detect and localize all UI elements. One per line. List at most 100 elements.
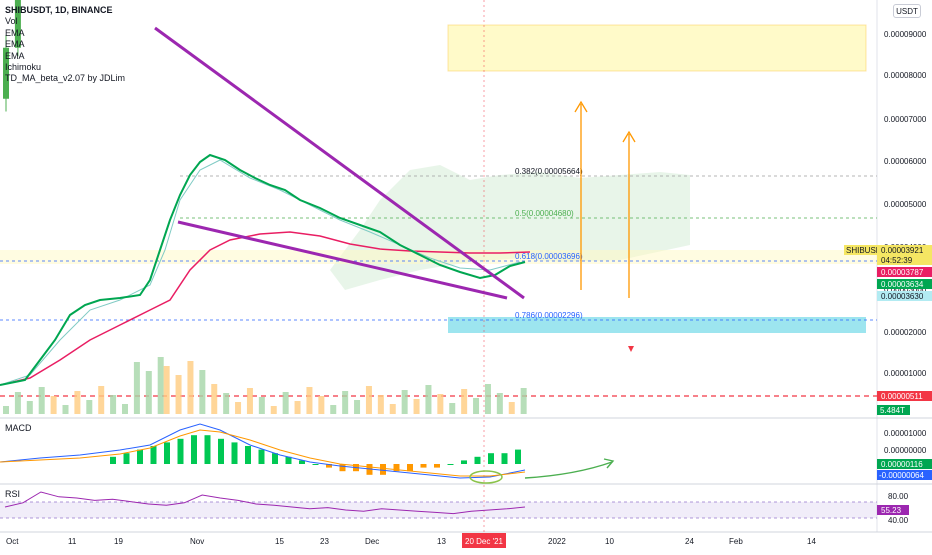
price-tick: 0.00009000	[884, 30, 927, 39]
macd-tick: 0.00000000	[884, 446, 927, 455]
volume-bar	[377, 395, 384, 414]
macd-bar	[434, 464, 440, 468]
macd-bar	[461, 460, 467, 464]
macd-bar	[501, 453, 508, 464]
rsi-pane-label[interactable]: RSI	[5, 489, 21, 499]
volume-bar	[318, 396, 325, 414]
macd-bar	[191, 435, 197, 464]
volume-bar	[145, 371, 152, 414]
volume-bar	[294, 401, 301, 414]
rsi-band	[0, 502, 877, 518]
macd-bar	[420, 464, 427, 468]
date-tick: 24	[685, 537, 694, 546]
volume-bar	[413, 399, 420, 414]
volume-bar	[3, 406, 9, 414]
fib-5-label: 0.5(0.00004680)	[515, 209, 574, 218]
volume-bar	[330, 405, 337, 414]
volume-text: 5.484T	[880, 406, 905, 415]
macd-arrow-icon	[603, 458, 615, 469]
volume-bar	[50, 396, 57, 414]
legend-item-ichimoku[interactable]: Ichimoku	[5, 62, 42, 73]
volume-bar	[223, 393, 230, 414]
macd-bar	[407, 464, 413, 472]
macd-bar	[474, 456, 481, 464]
date-tick: 19	[114, 537, 123, 546]
countdown-text: 04:52:39	[881, 256, 913, 265]
volume-bar	[508, 402, 515, 414]
legend-item-ema[interactable]: EMA	[5, 39, 25, 50]
macd-bar	[272, 453, 278, 464]
volume-bar	[74, 391, 81, 414]
legend-item-vol[interactable]: Vol	[5, 16, 18, 27]
price-tick: 0.00005000	[884, 200, 927, 209]
volume-bar	[163, 366, 170, 414]
currency-button[interactable]: USDT	[893, 4, 921, 18]
macd-bar	[177, 438, 184, 464]
target-zone	[447, 24, 867, 72]
ema-pink-text: 0.00003787	[881, 268, 924, 277]
legend-item-ema[interactable]: EMA	[5, 27, 25, 38]
macd-blue-text: -0.00000064	[879, 471, 924, 480]
volume-bar	[258, 397, 265, 414]
symbol-title: SHIBUSDT, 1D, BINANCE	[5, 5, 113, 15]
volume-bars	[3, 357, 527, 414]
date-tick: Dec	[365, 537, 379, 546]
wedge-lower-line	[177, 220, 508, 300]
volume-bar	[496, 393, 503, 414]
price-tick: 0.00002000	[884, 328, 927, 337]
date-tick: 14	[807, 537, 816, 546]
macd-bar	[380, 464, 386, 475]
volume-bar	[26, 401, 33, 414]
macd-bar	[515, 449, 521, 464]
macd-bar	[123, 453, 130, 464]
price-tick: 0.00003000	[884, 285, 927, 294]
ema-blue-text: 0.00003630	[881, 292, 924, 301]
macd-bar	[488, 453, 494, 464]
volume-bar	[365, 386, 372, 414]
volume-bar	[520, 388, 527, 414]
rsi-tag: 55.23	[877, 505, 909, 515]
support-zone	[448, 317, 866, 333]
crosshair-date-text: 20 Dec '21	[465, 537, 504, 546]
macd-bar	[150, 446, 157, 464]
legend-item-ema[interactable]: EMA	[5, 50, 25, 61]
macd-bar	[164, 442, 170, 464]
macd-blue-tag: -0.00000064	[877, 470, 932, 480]
red-line-tag: 0.00000511	[877, 391, 932, 401]
ema-green-text: 0.00003634	[881, 280, 924, 289]
wedge-upper-line	[154, 26, 525, 300]
price-band	[0, 250, 877, 264]
date-axis: Oct 11 19 Nov 15 23 Dec 13 2022 10 24 Fe…	[6, 533, 816, 548]
macd-bar	[339, 464, 346, 472]
volume-bar	[461, 389, 468, 414]
volume-bar	[342, 391, 349, 414]
price-tick: 0.00007000	[884, 115, 927, 124]
target-arrow-1	[574, 100, 588, 290]
macd-bar	[204, 435, 211, 464]
volume-bar	[14, 392, 21, 414]
legend-item-td-ma[interactable]: TD_MA_beta_v2.07 by JDLim	[5, 73, 126, 84]
volume-bar	[199, 370, 206, 414]
macd-line	[0, 423, 526, 479]
macd-bar	[218, 438, 224, 464]
volume-bar	[401, 390, 408, 414]
fib-786-label: 0.786(0.00002296)	[515, 311, 583, 320]
volume-bar	[62, 405, 69, 414]
volume-bar	[449, 403, 456, 414]
candle-body	[3, 47, 9, 99]
red-line-text: 0.00000511	[881, 392, 923, 401]
volume-bar	[282, 392, 289, 414]
macd-pane-label[interactable]: MACD	[5, 423, 32, 433]
ema-pink-tag: 0.00003787	[877, 267, 932, 277]
volume-bar	[211, 384, 218, 414]
plot-background	[0, 0, 877, 550]
macd-bar	[285, 456, 292, 464]
chart-legend: SHIBUSDT, 1D, BINANCE Vol EMA EMA EMA Ic…	[5, 5, 125, 85]
volume-bar	[175, 375, 182, 414]
last-price-tag: 0.00003921 04:52:39	[877, 245, 932, 265]
volume-tag: 5.484T	[877, 405, 910, 415]
ema-blue-line	[0, 159, 521, 386]
volume-bar	[235, 402, 242, 414]
